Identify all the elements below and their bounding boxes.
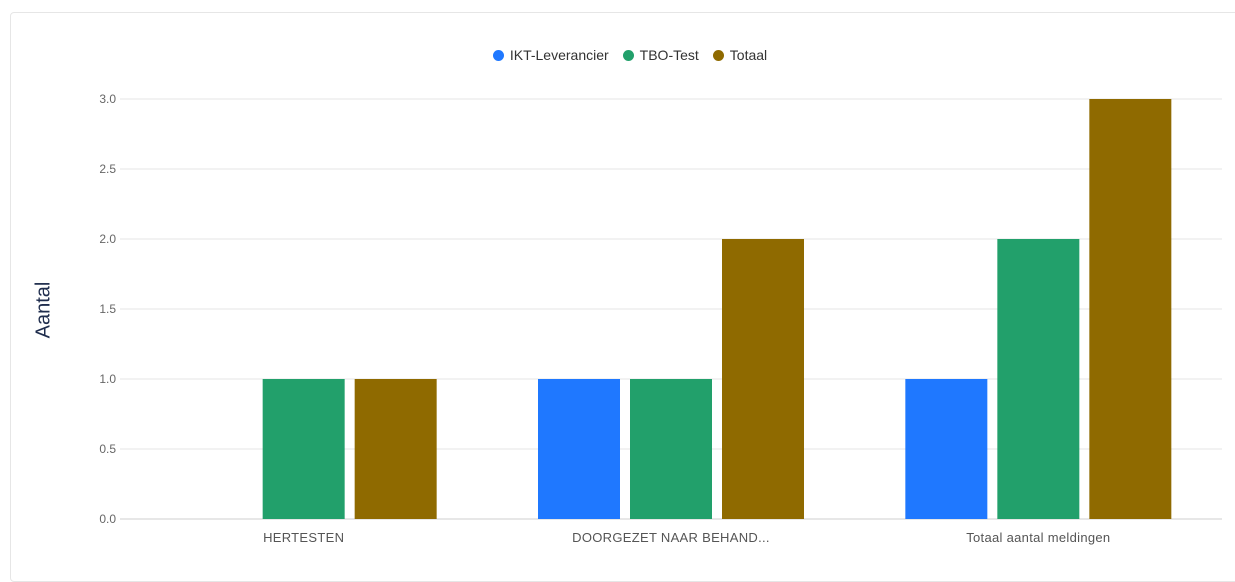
legend-item-totaal[interactable]: Totaal [712, 47, 768, 63]
bar-tbo-test [262, 379, 345, 519]
legend-item-tbo-test[interactable]: TBO-Test [622, 47, 699, 63]
y-tick-label: 2.0 [99, 232, 116, 246]
x-tick-label: DOORGEZET NAAR BEHAND... [572, 530, 770, 545]
y-tick-label: 3.0 [99, 92, 116, 106]
y-tick-label: 1.0 [99, 372, 116, 386]
bar-totaal [722, 239, 804, 519]
legend-dot-tbo-test [622, 49, 634, 61]
bar-totaal [354, 379, 437, 519]
bar-ikt-leverancier [905, 379, 988, 519]
y-tick-label: 0.0 [99, 512, 116, 526]
legend-label-totaal: Totaal [729, 47, 768, 63]
bar-tbo-test [997, 239, 1080, 519]
legend-dot-totaal [712, 49, 724, 61]
bar-chart: 0.0 0.5 1.0 1.5 2.0 2.5 3.0 HERTESTEN DOORGEZET … [99, 92, 1222, 545]
x-tick-label: HERTESTEN [263, 530, 344, 545]
legend-item-ikt-leverancier[interactable]: IKT-Leverancier [492, 47, 609, 63]
bar-totaal [1089, 99, 1172, 519]
chart-legend: IKT-Leverancier TBO-Test Totaal [0, 47, 1235, 63]
y-tick-label: 1.5 [99, 302, 116, 316]
y-tick-label: 0.5 [99, 442, 116, 456]
legend-dot-ikt-leverancier [492, 49, 504, 61]
legend-label-tbo-test: TBO-Test [639, 47, 699, 63]
legend-label-ikt-leverancier: IKT-Leverancier [509, 47, 609, 63]
bar-ikt-leverancier [538, 379, 620, 519]
bar-tbo-test [630, 379, 712, 519]
y-tick-label: 2.5 [99, 162, 116, 176]
x-tick-label: Totaal aantal meldingen [966, 530, 1110, 545]
